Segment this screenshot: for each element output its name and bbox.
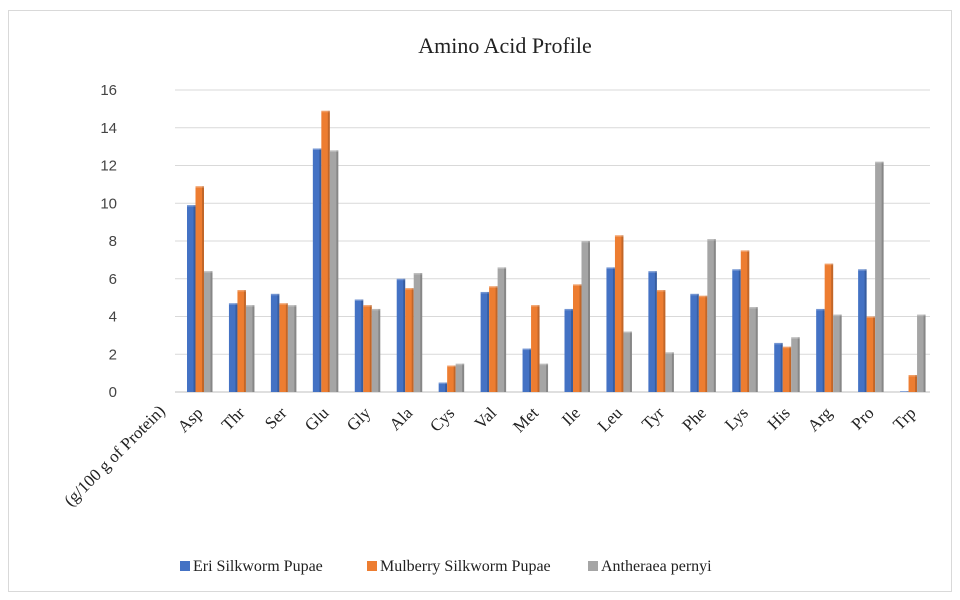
x-category-label: Val <box>471 403 501 433</box>
bar-ser-2 <box>287 305 297 392</box>
x-category-label: Ala <box>386 403 417 434</box>
x-category-label: Asp <box>174 403 207 436</box>
y-tick-label: 0 <box>109 384 117 401</box>
bar-pro-2 <box>875 161 884 392</box>
x-category-label: Gly <box>343 403 375 435</box>
bar-phe-2 <box>707 239 716 392</box>
bar-lys-0 <box>732 269 741 392</box>
bar-met-1 <box>531 305 540 392</box>
bar-gly-1 <box>363 305 372 392</box>
bar-ile-2 <box>581 241 590 392</box>
chart-frame <box>8 10 952 592</box>
bar-gly-0 <box>354 299 364 392</box>
legend-swatch <box>588 561 598 571</box>
bar-arg-0 <box>816 308 825 392</box>
x-category-label: Phe <box>678 403 709 434</box>
bar-lys-2 <box>749 307 758 392</box>
bar-ser-0 <box>270 293 280 392</box>
bar-thr-0 <box>228 303 238 392</box>
x-category-label: His <box>764 403 794 433</box>
bar-asp-0 <box>187 205 196 392</box>
bar-trp-0 <box>900 391 909 393</box>
legend-item: Antheraea pernyi <box>588 558 712 575</box>
bar-val-0 <box>480 291 490 392</box>
x-category-label: Ile <box>558 403 584 429</box>
bar-glu-1 <box>321 110 330 392</box>
bar-ala-1 <box>405 288 414 392</box>
bar-ala-0 <box>396 278 406 392</box>
x-category-label: Tyr <box>638 403 668 433</box>
legend-item: Eri Silkworm Pupae <box>180 558 323 575</box>
bar-asp-2 <box>204 271 213 392</box>
bar-ala-2 <box>413 273 423 392</box>
x-category-label: Lys <box>721 403 752 434</box>
bar-ile-0 <box>564 308 573 392</box>
bar-lys-1 <box>740 250 750 392</box>
bar-trp-1 <box>908 375 918 392</box>
bar-leu-1 <box>614 235 624 392</box>
y-tick-label: 8 <box>109 233 117 250</box>
x-category-label: Met <box>509 403 542 436</box>
bar-gly-2 <box>371 308 381 392</box>
x-category-label: Thr <box>218 403 249 434</box>
y-tick-label: 2 <box>109 346 117 363</box>
x-category-label: Trp <box>889 403 919 433</box>
bar-val-1 <box>489 286 498 392</box>
y-tick-label: 12 <box>100 158 117 175</box>
y-tick-label: 14 <box>100 120 117 137</box>
x-category-label: Ser <box>261 403 291 433</box>
bar-met-0 <box>522 348 532 392</box>
x-category-label: Arg <box>804 403 836 435</box>
x-axis-label: (g/100 g of Protein) <box>60 401 169 510</box>
bar-pro-1 <box>866 316 876 392</box>
bar-trp-2 <box>917 314 926 392</box>
bar-ser-1 <box>279 303 288 392</box>
bar-thr-1 <box>237 290 246 392</box>
y-tick-label: 4 <box>109 309 117 326</box>
x-category-label: Glu <box>301 403 333 435</box>
bar-leu-0 <box>606 267 615 392</box>
bar-cys-0 <box>438 382 448 392</box>
chart-title: Amino Acid Profile <box>418 33 592 58</box>
y-tick-label: 10 <box>100 195 117 212</box>
bar-cys-2 <box>455 363 465 392</box>
legend-label: Antheraea pernyi <box>601 558 712 575</box>
bar-ile-1 <box>573 284 582 392</box>
bar-pro-0 <box>858 269 867 392</box>
bar-glu-2 <box>329 150 339 392</box>
x-category-label: Pro <box>848 403 878 433</box>
bar-asp-1 <box>195 186 204 392</box>
legend-swatch <box>180 561 190 571</box>
legend-label: Eri Silkworm Pupae <box>193 558 323 575</box>
legend-swatch <box>367 561 377 571</box>
legend-label: Mulberry Silkworm Pupae <box>380 558 551 575</box>
legend-item: Mulberry Silkworm Pupae <box>367 558 551 575</box>
y-tick-label: 6 <box>109 271 117 288</box>
x-category-label: Leu <box>594 403 626 435</box>
bar-phe-1 <box>698 295 708 392</box>
bar-cys-1 <box>447 365 456 392</box>
bar-leu-2 <box>623 331 632 392</box>
y-tick-label: 16 <box>100 82 117 99</box>
bar-arg-2 <box>833 314 842 392</box>
bar-met-2 <box>539 363 549 392</box>
bar-his-0 <box>774 342 783 392</box>
bar-thr-2 <box>245 305 255 392</box>
bar-tyr-2 <box>665 352 674 392</box>
bar-phe-0 <box>690 293 699 392</box>
x-category-label: Cys <box>426 403 458 435</box>
bar-his-2 <box>791 337 800 392</box>
bar-glu-0 <box>312 148 322 392</box>
bar-arg-1 <box>824 263 834 392</box>
bar-tyr-0 <box>648 271 657 392</box>
bar-val-2 <box>497 267 507 392</box>
bar-his-1 <box>782 346 792 392</box>
bar-tyr-1 <box>656 290 666 392</box>
